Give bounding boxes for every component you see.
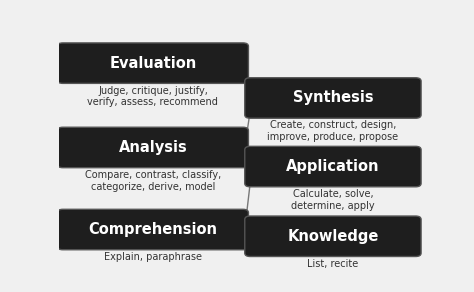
FancyBboxPatch shape [57, 43, 248, 84]
Text: Application: Application [286, 159, 380, 174]
FancyBboxPatch shape [57, 209, 248, 250]
Text: Knowledge: Knowledge [287, 229, 379, 244]
FancyBboxPatch shape [245, 78, 421, 118]
Text: Analysis: Analysis [118, 140, 187, 155]
Text: Create, construct, design,
improve, produce, propose: Create, construct, design, improve, prod… [267, 121, 399, 142]
Text: Compare, contrast, classify,
categorize, derive, model: Compare, contrast, classify, categorize,… [85, 170, 221, 192]
FancyBboxPatch shape [245, 216, 421, 256]
Text: Synthesis: Synthesis [292, 91, 373, 105]
Text: List, recite: List, recite [307, 259, 358, 269]
FancyBboxPatch shape [57, 127, 248, 168]
Text: Comprehension: Comprehension [89, 222, 218, 237]
Text: Explain, paraphrase: Explain, paraphrase [104, 252, 202, 262]
Text: Calculate, solve,
determine, apply: Calculate, solve, determine, apply [291, 189, 375, 211]
Text: Evaluation: Evaluation [109, 56, 197, 71]
FancyBboxPatch shape [245, 146, 421, 187]
Text: Judge, critique, justify,
verify, assess, recommend: Judge, critique, justify, verify, assess… [88, 86, 219, 107]
